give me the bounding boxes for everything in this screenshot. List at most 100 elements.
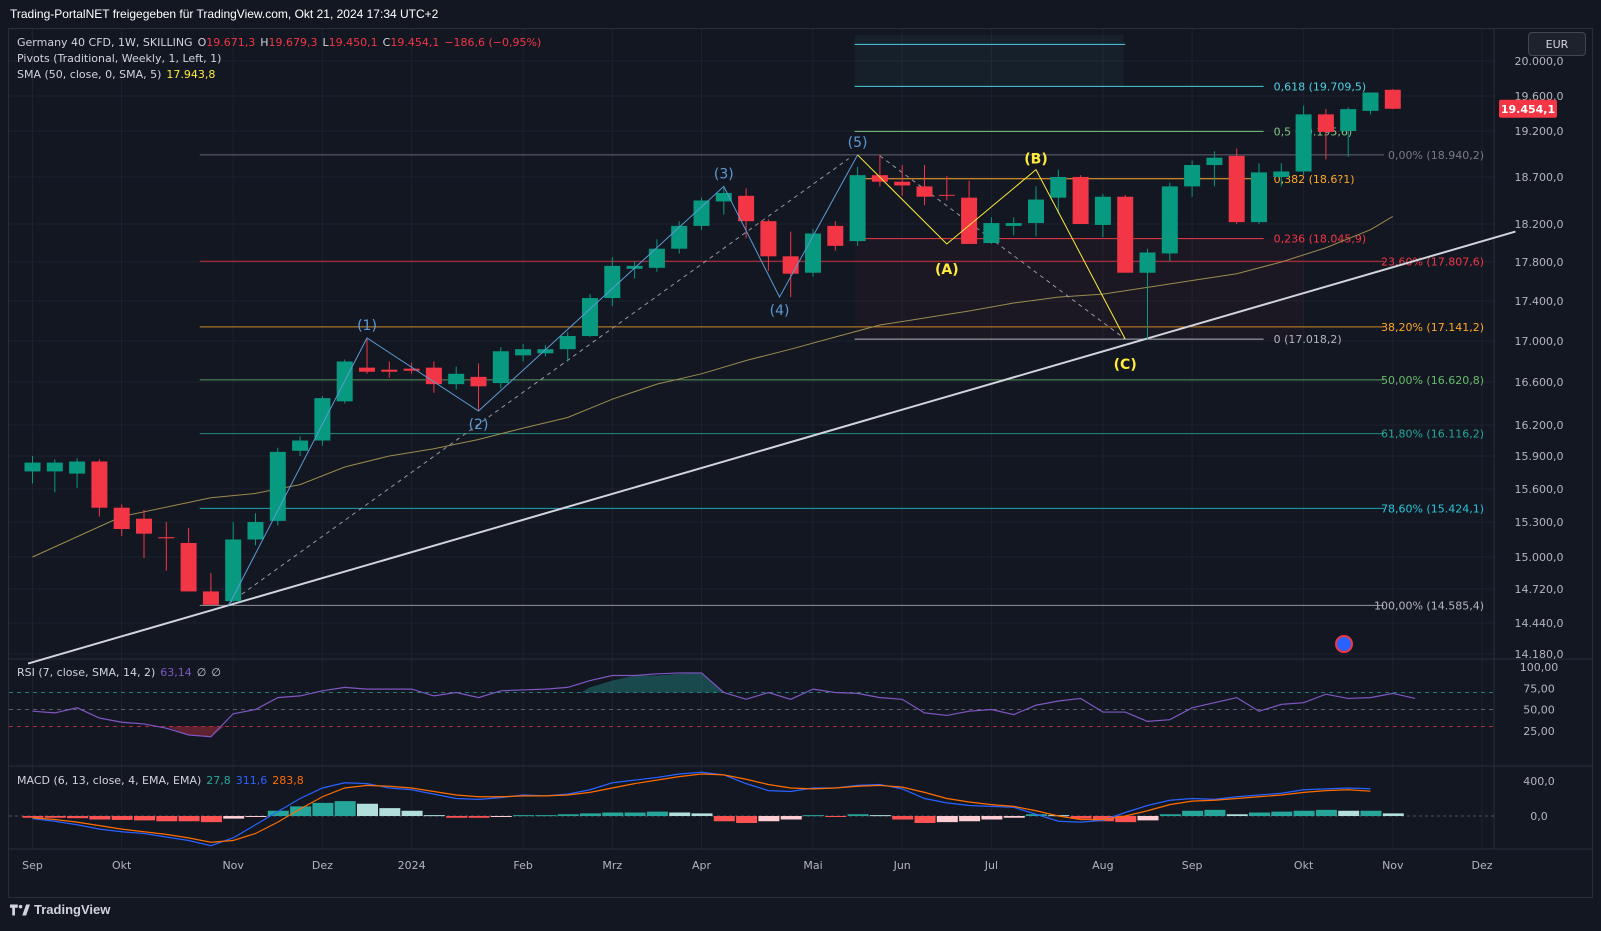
candle-body bbox=[136, 518, 152, 534]
candle-body bbox=[760, 221, 777, 257]
legend-rsi[interactable]: RSI (7, close, SMA, 14, 2) bbox=[17, 666, 156, 679]
legend-sma[interactable]: SMA (50, close, 0, SMA, 5) bbox=[17, 68, 162, 81]
currency-button[interactable]: EUR bbox=[1528, 32, 1586, 56]
fib-zone bbox=[854, 34, 1124, 87]
fib-level-label: 0,236 (18.045,9) bbox=[1274, 233, 1367, 246]
candle-body bbox=[871, 175, 888, 182]
macd-histogram-bar bbox=[245, 816, 267, 817]
candle-body bbox=[1340, 109, 1357, 131]
time-axis-label: Mrz bbox=[602, 859, 622, 872]
candle-body bbox=[247, 522, 264, 540]
abc-wave-label: (B) bbox=[1024, 152, 1047, 168]
macd-histogram-bar bbox=[423, 815, 445, 817]
macd-histogram-bar bbox=[602, 812, 624, 816]
trendline bbox=[27, 230, 1516, 665]
candle-body bbox=[805, 233, 821, 273]
macd-histogram-bar bbox=[624, 812, 646, 816]
last-price-tag bbox=[1499, 99, 1557, 118]
time-axis-label: Dez bbox=[312, 859, 333, 872]
retracement-label: 38,20% (17.141,2) bbox=[1381, 321, 1484, 334]
macd-histogram-bar bbox=[178, 816, 200, 822]
chart-canvas[interactable]: 0,00% (18.940,2) 23,60% (17.807,6) 38,20% … bbox=[9, 29, 1592, 897]
abc-wave-line bbox=[857, 154, 1126, 340]
macd-histogram-bar bbox=[490, 816, 512, 817]
elliott-channel-line bbox=[228, 158, 849, 604]
macd-histogram-bar bbox=[1271, 811, 1293, 816]
candle-body bbox=[359, 367, 375, 372]
fib-zone bbox=[854, 238, 1304, 340]
candle-body bbox=[1072, 177, 1089, 224]
candle-body bbox=[46, 462, 63, 472]
candle-body bbox=[403, 368, 420, 371]
time-axis-label: Feb bbox=[513, 859, 532, 872]
rsi-overbought-fill bbox=[581, 672, 724, 693]
price-axis-label: 14.440,0 bbox=[1515, 617, 1564, 630]
candle-body bbox=[961, 197, 978, 244]
time-axis-label: 2024 bbox=[398, 859, 426, 872]
abc-wave-label: (A) bbox=[935, 262, 959, 278]
macd-axis-label: 0,0 bbox=[1530, 810, 1548, 823]
candle-body bbox=[425, 367, 442, 385]
legend-macd-line: 311,6 bbox=[235, 774, 268, 787]
share-header: Trading-PortalNET freigegeben für Tradin… bbox=[0, 0, 1601, 28]
price-axis-label: 16.200,0 bbox=[1515, 419, 1564, 432]
time-axis-label: Jun bbox=[893, 859, 911, 872]
macd-histogram-bar bbox=[736, 816, 758, 823]
macd-histogram-bar bbox=[1182, 810, 1204, 816]
rsi-axis-label: 100,00 bbox=[1520, 661, 1559, 674]
retracement-label: 0,00% (18.940,2) bbox=[1388, 149, 1484, 162]
candle-body bbox=[180, 543, 197, 592]
macd-histogram-bar bbox=[357, 803, 378, 816]
time-axis-label: Nov bbox=[1382, 859, 1404, 872]
macd-histogram-bar bbox=[1382, 813, 1404, 816]
price-axis-label: 19.200,0 bbox=[1515, 125, 1564, 138]
elliott-wave-label: (5) bbox=[848, 135, 868, 151]
elliott-wave-label: (1) bbox=[357, 318, 377, 334]
fib-level-label: 0,618 (19.709,5) bbox=[1274, 80, 1367, 93]
candle-body bbox=[582, 298, 598, 336]
time-axis-label: Apr bbox=[692, 859, 712, 872]
price-axis-label: 17.000,0 bbox=[1515, 335, 1564, 348]
legend-symbol[interactable]: Germany 40 CFD, 1W, SKILLING bbox=[17, 36, 193, 49]
candle-body bbox=[938, 194, 955, 196]
legend-close: 19.454,1 bbox=[390, 36, 440, 49]
candle-body bbox=[24, 462, 41, 472]
price-axis-label: 15.000,0 bbox=[1515, 551, 1564, 564]
macd-histogram-bar bbox=[89, 816, 111, 820]
macd-histogram-bar bbox=[1204, 809, 1226, 816]
candle-body bbox=[1184, 165, 1201, 187]
macd-histogram-bar bbox=[646, 811, 668, 816]
legend-pivots[interactable]: Pivots (Traditional, Weekly, 1, Left, 1) bbox=[17, 52, 222, 65]
legend-macd[interactable]: MACD (6, 13, close, 4, EMA, EMA) bbox=[17, 774, 202, 787]
tradingview-brand[interactable]: TradingView bbox=[10, 902, 110, 917]
candle-body bbox=[1273, 171, 1290, 177]
sma-line bbox=[32, 216, 1394, 558]
macd-histogram-bar bbox=[1003, 816, 1025, 818]
candle-body bbox=[604, 265, 621, 299]
retracement-label: 50,00% (16.620,8) bbox=[1381, 374, 1484, 387]
macd-histogram-bar bbox=[1159, 814, 1181, 816]
alert-icon bbox=[1335, 635, 1353, 653]
price-axis-label: 15.900,0 bbox=[1515, 450, 1564, 463]
macd-histogram-bar bbox=[468, 816, 490, 818]
candle-body bbox=[91, 461, 108, 508]
macd-histogram-bar bbox=[312, 802, 334, 816]
legend-high: 19.679,3 bbox=[268, 36, 318, 49]
macd-histogram-bar bbox=[1026, 814, 1047, 816]
legend-macd-hist: 27,8 bbox=[206, 774, 231, 787]
candle-body bbox=[1161, 186, 1178, 254]
rsi-axis-label: 25,00 bbox=[1523, 725, 1555, 738]
rsi-axis-label: 50,00 bbox=[1523, 704, 1555, 717]
chart-frame[interactable]: 0,00% (18.940,2) 23,60% (17.807,6) 38,20% … bbox=[8, 28, 1593, 898]
legend-h-label: H bbox=[260, 36, 269, 49]
price-axis-label: 15.300,0 bbox=[1515, 516, 1564, 529]
candle-body bbox=[1005, 223, 1022, 226]
macd-histogram-bar bbox=[535, 815, 557, 817]
macd-histogram-bar bbox=[713, 816, 735, 822]
legend-rsi-row: RSI (7, close, SMA, 14, 2) 63,14 ∅ ∅ bbox=[17, 666, 226, 679]
legend-open: 19.671,3 bbox=[206, 36, 256, 49]
macd-histogram-bar bbox=[959, 816, 981, 822]
macd-line bbox=[32, 771, 1371, 847]
candle-body bbox=[648, 248, 665, 268]
rsi-oversold-fill bbox=[166, 726, 225, 737]
